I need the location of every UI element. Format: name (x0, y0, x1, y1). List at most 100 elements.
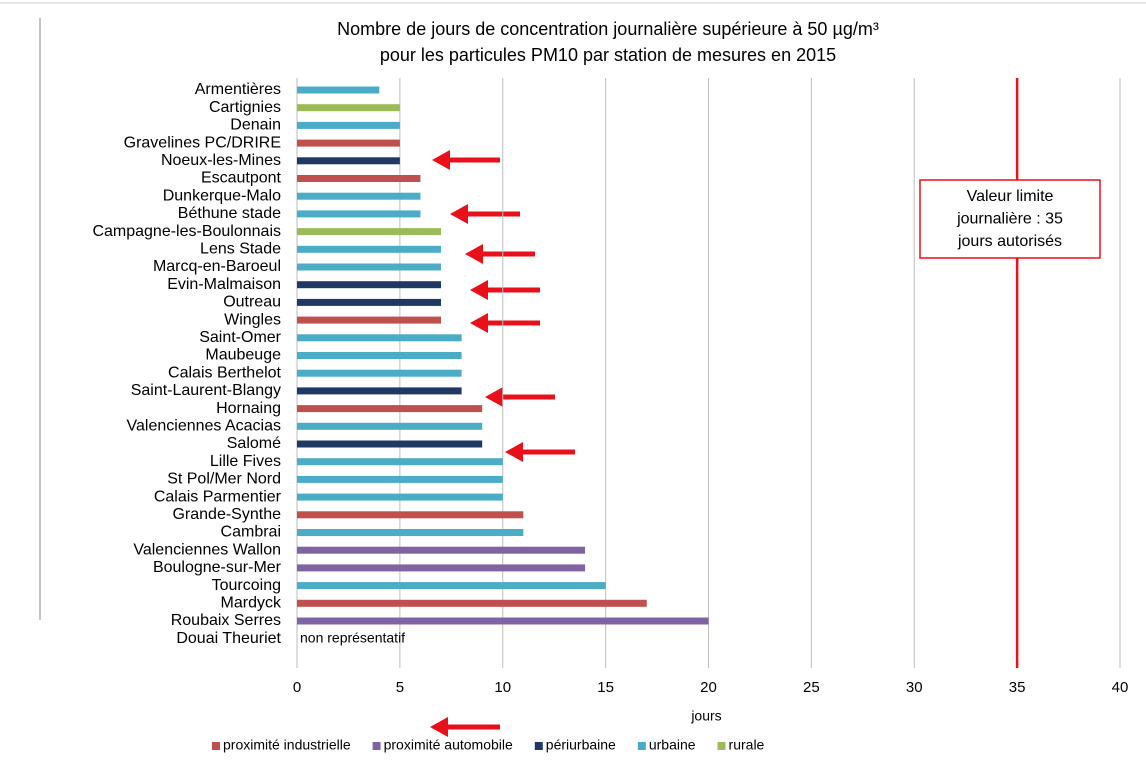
bar (297, 546, 586, 554)
y-tick-label: Douai Theuriet (176, 630, 281, 647)
x-tick-label: 10 (494, 679, 511, 696)
y-tick-label: Noeux-les-Mines (161, 152, 281, 169)
x-tick-label: 40 (1112, 679, 1129, 696)
x-tick-label: 5 (396, 679, 404, 696)
chart-subtitle: pour les particules PM10 par station de … (380, 45, 836, 65)
arrow-head (470, 313, 488, 333)
bar (297, 511, 524, 519)
x-tick-label: 20 (700, 679, 717, 696)
annotation-text: Valeur limite (967, 188, 1054, 205)
legend-swatch (534, 742, 543, 750)
bar (297, 334, 462, 342)
x-tick-label: 25 (803, 679, 820, 696)
bar (297, 298, 442, 306)
annotation-text: journalière : 35 (956, 211, 1063, 228)
y-tick-label: Marcq-en-Baroeul (153, 258, 281, 275)
y-tick-label: St Pol/Mer Nord (167, 471, 281, 488)
bar (297, 440, 483, 448)
y-tick-label: Gravelines PC/DRIRE (124, 134, 281, 151)
chart-title: Nombre de jours de concentration journal… (337, 19, 879, 39)
y-tick-label: Lens Stade (200, 241, 281, 258)
y-tick-label: Maubeuge (205, 347, 281, 364)
bar (297, 582, 606, 590)
y-tick-label: Calais Parmentier (154, 488, 282, 505)
annotation-text: jours autorisés (957, 233, 1062, 250)
y-tick-label: Escautpont (201, 170, 282, 187)
y-tick-label: Outreau (223, 294, 281, 311)
y-tick-label: Armentières (195, 81, 281, 98)
y-tick-label: Valenciennes Wallon (133, 541, 281, 558)
bar (297, 564, 586, 572)
y-tick-label: Hornaing (216, 400, 281, 417)
bar (297, 263, 442, 271)
y-tick-label: Wingles (224, 311, 281, 328)
bar (297, 281, 442, 289)
y-tick-label: Lille Fives (210, 453, 281, 470)
x-tick-label: 15 (597, 679, 614, 696)
bar (297, 352, 462, 359)
arrow-head (432, 150, 450, 170)
y-tick-label: Salomé (227, 435, 281, 452)
legend-swatch (717, 742, 726, 750)
y-tick-label: Boulogne-sur-Mer (153, 559, 282, 576)
y-tick-label: Cambrai (221, 524, 281, 541)
y-tick-label: Saint-Omer (199, 329, 281, 346)
arrow-head (430, 717, 448, 737)
bar (297, 475, 503, 483)
bar (297, 422, 483, 430)
y-tick-label: Denain (230, 117, 281, 134)
arrows (430, 150, 575, 737)
y-tick-label: Béthune stade (178, 205, 281, 222)
arrow-head (465, 244, 483, 264)
legend-swatch (212, 742, 220, 750)
annotation-box (919, 179, 1101, 259)
y-tick-label: Tourcoing (212, 577, 281, 594)
y-tick-label: Campagne-les-Boulonnais (92, 223, 281, 240)
bar (297, 599, 647, 607)
note: non représentatif (300, 629, 405, 645)
y-tick-label: Grande-Synthe (172, 506, 281, 523)
legend-label: périurbaine (546, 737, 616, 753)
bar (297, 86, 380, 94)
y-tick-label: Cartignies (209, 99, 281, 116)
x-tick-label: 0 (293, 679, 301, 696)
y-tick-label: Evin-Malmaison (167, 276, 281, 293)
legend-swatch (372, 742, 381, 750)
bar (297, 157, 400, 165)
bar (297, 210, 421, 218)
bar (297, 369, 462, 377)
bar (297, 316, 442, 324)
bar (297, 228, 442, 236)
legend-label: urbaine (649, 737, 696, 753)
legend-label: proximité automobile (384, 737, 513, 753)
bar (297, 104, 400, 112)
bar (297, 493, 503, 501)
arrow-head (470, 280, 488, 300)
y-tick-label: Dunkerque-Malo (163, 187, 281, 204)
bar (297, 458, 503, 466)
x-axis-label: jours (690, 708, 721, 724)
arrow-head (450, 204, 468, 224)
y-tick-label: Calais Berthelot (168, 364, 282, 381)
bar (297, 529, 524, 536)
bar (297, 617, 709, 625)
legend-swatch (637, 742, 646, 750)
y-tick-label: Valenciennes Acacias (127, 418, 281, 435)
y-tick-label: Mardyck (221, 595, 282, 612)
bar (297, 139, 400, 147)
bar (297, 405, 483, 413)
arrow-head (505, 442, 523, 462)
legend-label: proximité industrielle (223, 737, 351, 753)
bar (297, 387, 462, 395)
x-tick-label: 30 (906, 679, 923, 696)
x-tick-label: 35 (1009, 679, 1026, 696)
y-tick-label: Roubaix Serres (171, 612, 281, 629)
bar (297, 175, 421, 182)
y-tick-label: Saint-Laurent-Blangy (131, 382, 281, 399)
bar (297, 192, 421, 200)
legend-label: rurale (729, 737, 765, 753)
bar (297, 121, 400, 129)
bar (297, 245, 442, 253)
arrow-head (485, 387, 503, 407)
